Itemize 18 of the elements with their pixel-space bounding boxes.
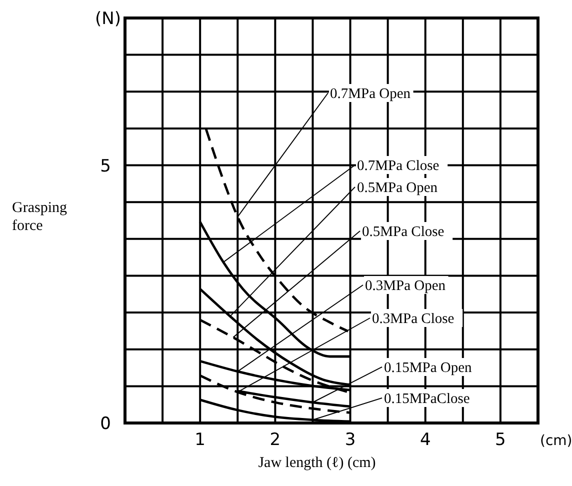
y-axis-title: Grasping force	[12, 200, 68, 234]
x-tick-label: 5	[495, 430, 506, 450]
text: (N)	[95, 9, 121, 29]
text: 0.15MPa Open	[384, 360, 473, 376]
y-tick-label: 0	[100, 414, 111, 434]
x-tick-label: 4	[420, 430, 431, 450]
text: 0.5MPa Close	[362, 224, 444, 240]
x-axis-title: Jaw length (ℓ) (cm)	[258, 455, 376, 471]
text: (cm)	[540, 433, 572, 449]
text: 0.5MPa Open	[357, 180, 438, 196]
x-tick-label: 1	[194, 430, 206, 450]
text: 0.7MPa Open	[330, 86, 412, 102]
text: 0.7MPa Close	[357, 158, 440, 174]
text: 0.3MPa Close	[372, 311, 454, 327]
text: 0.3MPa Open	[365, 278, 446, 294]
legend-label: 0.15MPaClose	[384, 391, 470, 407]
x-tick-label: 2	[270, 430, 281, 450]
x-tick-label: 3	[344, 430, 356, 450]
